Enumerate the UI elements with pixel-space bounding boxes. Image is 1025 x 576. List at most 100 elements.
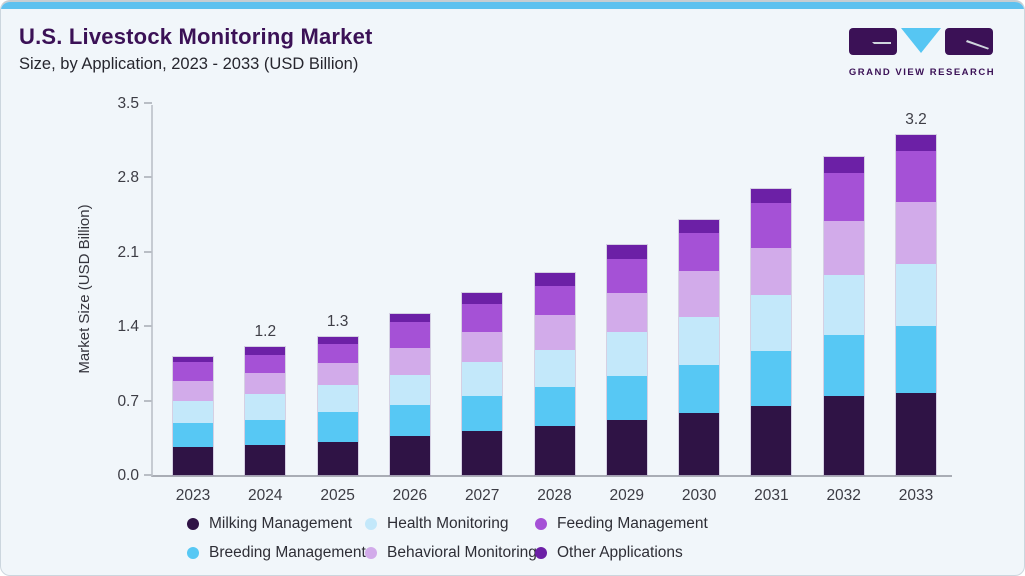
x-tick-label: 2029 bbox=[609, 487, 645, 504]
bar-segment-2029 bbox=[606, 376, 647, 420]
chart-legend: Milking Management Health Monitoring Feedi… bbox=[187, 510, 708, 566]
legend-item: Behavioral Monitoring bbox=[365, 539, 537, 566]
y-tick-label: 2.8 bbox=[117, 169, 139, 187]
bar-value-label: 1.2 bbox=[254, 323, 277, 341]
legend-label: Health Monitoring bbox=[387, 514, 509, 532]
bar-segment-2023 bbox=[173, 423, 213, 448]
x-tick-label: 2028 bbox=[537, 487, 572, 504]
bar-segment-2025 bbox=[317, 412, 358, 443]
bar-segment-2033 bbox=[896, 201, 936, 264]
legend-dot-icon bbox=[187, 517, 199, 530]
bar-segment-2024 bbox=[245, 372, 286, 395]
bar-segment-2026 bbox=[389, 322, 430, 348]
bar-2027 bbox=[461, 292, 504, 476]
bar-segment-2023 bbox=[173, 400, 213, 424]
x-tick-label: 2027 bbox=[464, 487, 500, 504]
bar-segment-2025 bbox=[317, 384, 358, 413]
x-tick-label: 2025 bbox=[320, 487, 355, 504]
bar-segment-2024 bbox=[245, 394, 286, 420]
bar-segment-2033 bbox=[896, 135, 936, 151]
bar-value-label: 3.2 bbox=[905, 110, 927, 128]
bar-segment-2029 bbox=[606, 245, 647, 260]
bar-segment-2026 bbox=[389, 375, 430, 405]
bar-segment-2026 bbox=[389, 313, 430, 323]
bar-segment-2032 bbox=[823, 275, 864, 335]
bar-segment-2025 bbox=[317, 336, 358, 345]
legend-dot-icon bbox=[365, 517, 377, 530]
bar-segment-2033 bbox=[896, 263, 936, 327]
x-tick-label: 2026 bbox=[392, 487, 428, 504]
legend-label: Other Applications bbox=[557, 543, 683, 561]
bar-2031 bbox=[750, 188, 793, 476]
top-accent-bar bbox=[1, 2, 1024, 9]
bar-2024 bbox=[244, 346, 287, 476]
bar-segment-2031 bbox=[751, 202, 792, 248]
legend-dot-icon bbox=[187, 546, 199, 559]
bar-segment-2030 bbox=[679, 219, 720, 233]
bar-segment-2025 bbox=[317, 363, 358, 385]
bar-2029 bbox=[605, 244, 648, 476]
y-tick-label: 0.7 bbox=[117, 392, 139, 410]
bar-segment-2028 bbox=[534, 349, 575, 387]
legend-dot-icon bbox=[535, 517, 547, 530]
x-tick-label: 2024 bbox=[248, 487, 283, 504]
legend-dot-icon bbox=[365, 546, 377, 559]
chart-plot-area: 0.0 0.7 1.4 2.1 2.8 3.5 2023 1.2 2024 1.3 2025 2026… bbox=[117, 95, 952, 504]
gvr-logo: GRAND VIEW RESEARCH bbox=[846, 28, 998, 78]
bar-segment-2024 bbox=[245, 354, 286, 373]
legend-label: Milking Management bbox=[209, 514, 353, 532]
bar-segment-2023 bbox=[173, 380, 213, 401]
bar-segment-2023 bbox=[173, 357, 213, 363]
x-tick-label: 2032 bbox=[826, 487, 861, 504]
bar-segment-2026 bbox=[389, 435, 430, 475]
y-tick-mark bbox=[144, 176, 152, 179]
page-subtitle: Size, by Application, 2023 - 2033 (USD B… bbox=[19, 55, 359, 73]
bar-2023 bbox=[172, 356, 214, 476]
bar-segment-2032 bbox=[823, 396, 864, 475]
y-tick-label: 0.0 bbox=[117, 467, 139, 484]
bar-segment-2030 bbox=[679, 271, 720, 317]
bar-segment-2029 bbox=[606, 419, 647, 475]
y-tick-label: 3.5 bbox=[117, 95, 139, 112]
bar-value-label: 1.3 bbox=[326, 312, 349, 330]
bar-segment-2024 bbox=[245, 419, 286, 446]
bar-2028 bbox=[533, 272, 576, 476]
bar-segment-2032 bbox=[823, 334, 864, 397]
bar-segment-2031 bbox=[751, 350, 792, 406]
y-tick-label: 2.1 bbox=[117, 243, 139, 261]
gvr-logo-text: GRAND VIEW RESEARCH bbox=[848, 67, 996, 78]
bar-2025 bbox=[316, 335, 359, 477]
bar-segment-2030 bbox=[679, 316, 720, 365]
bar-segment-2031 bbox=[751, 295, 792, 351]
legend-item: Other Applications bbox=[535, 539, 708, 566]
bar-segment-2028 bbox=[534, 273, 575, 286]
y-tick-label: 1.4 bbox=[117, 318, 139, 336]
bar-segment-2026 bbox=[389, 347, 430, 376]
bar-segment-2027 bbox=[462, 293, 503, 304]
x-tick-label: 2023 bbox=[175, 487, 211, 504]
y-tick-mark bbox=[144, 325, 152, 328]
bar-2026 bbox=[388, 312, 431, 477]
bar-segment-2027 bbox=[462, 431, 503, 475]
bar-segment-2031 bbox=[751, 405, 792, 475]
gvr-logo-icon bbox=[849, 28, 993, 55]
bar-segment-2024 bbox=[245, 445, 286, 475]
y-tick-mark bbox=[144, 399, 152, 402]
bar-segment-2032 bbox=[823, 157, 864, 174]
legend-label: Behavioral Monitoring bbox=[387, 543, 537, 561]
bar-segment-2032 bbox=[823, 221, 864, 276]
bar-segment-2030 bbox=[679, 413, 720, 475]
x-tick-label: 2033 bbox=[898, 487, 934, 504]
bar-segment-2025 bbox=[317, 344, 358, 364]
bar-segment-2028 bbox=[534, 386, 575, 427]
bar-segment-2028 bbox=[534, 285, 575, 315]
bar-segment-2025 bbox=[317, 442, 358, 475]
legend-label: Feeding Management bbox=[557, 514, 708, 532]
bar-segment-2027 bbox=[462, 331, 503, 363]
bar-segment-2027 bbox=[462, 396, 503, 432]
bar-segment-2030 bbox=[679, 232, 720, 272]
bar-segment-2027 bbox=[462, 303, 503, 332]
legend-item: Health Monitoring bbox=[365, 510, 535, 537]
bar-2032 bbox=[822, 156, 865, 476]
